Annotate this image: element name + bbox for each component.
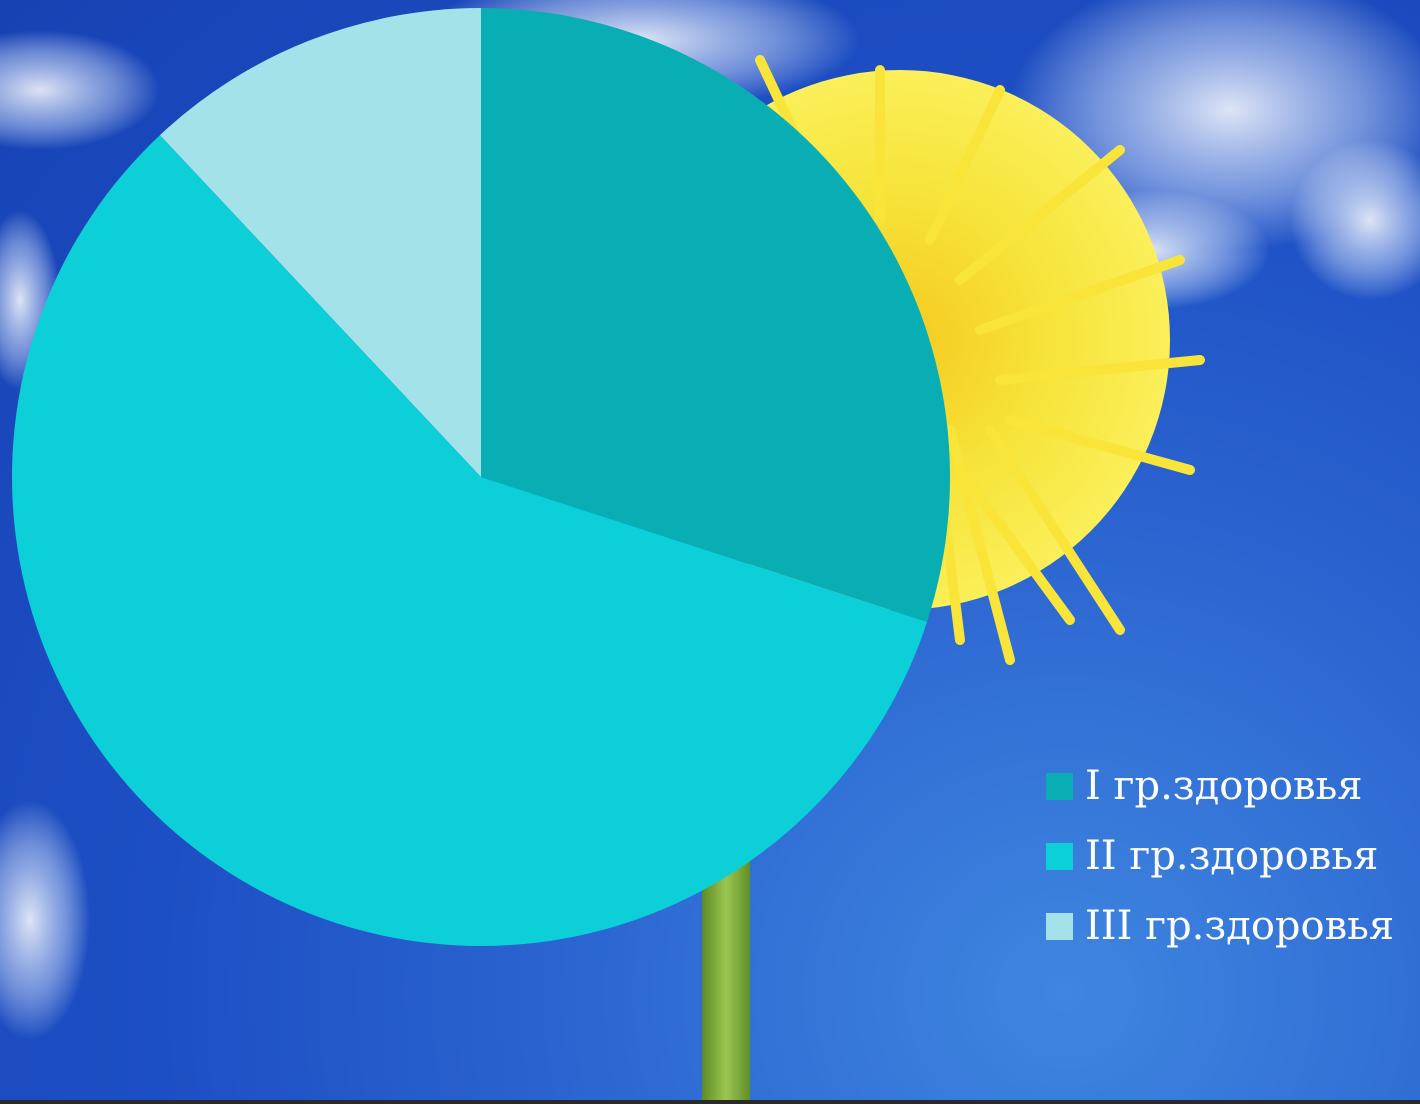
legend-label: III гр.здоровья bbox=[1085, 903, 1395, 949]
chart-legend: I гр.здоровья II гр.здоровья III гр.здор… bbox=[1046, 766, 1394, 976]
pie-slice-3 bbox=[159, 8, 482, 477]
legend-item: III гр.здоровья bbox=[1046, 906, 1394, 946]
legend-item: I гр.здоровья bbox=[1046, 766, 1394, 806]
legend-swatch-2 bbox=[1046, 842, 1073, 870]
pie-slice-2 bbox=[11, 135, 928, 946]
legend-swatch-1 bbox=[1046, 772, 1073, 800]
legend-label: II гр.здоровья bbox=[1085, 833, 1379, 879]
pie-slice-1 bbox=[481, 8, 950, 622]
bottom-edge bbox=[0, 1100, 1420, 1104]
legend-item: II гр.здоровья bbox=[1046, 836, 1394, 876]
legend-label: I гр.здоровья bbox=[1085, 763, 1363, 809]
legend-swatch-3 bbox=[1046, 912, 1073, 940]
